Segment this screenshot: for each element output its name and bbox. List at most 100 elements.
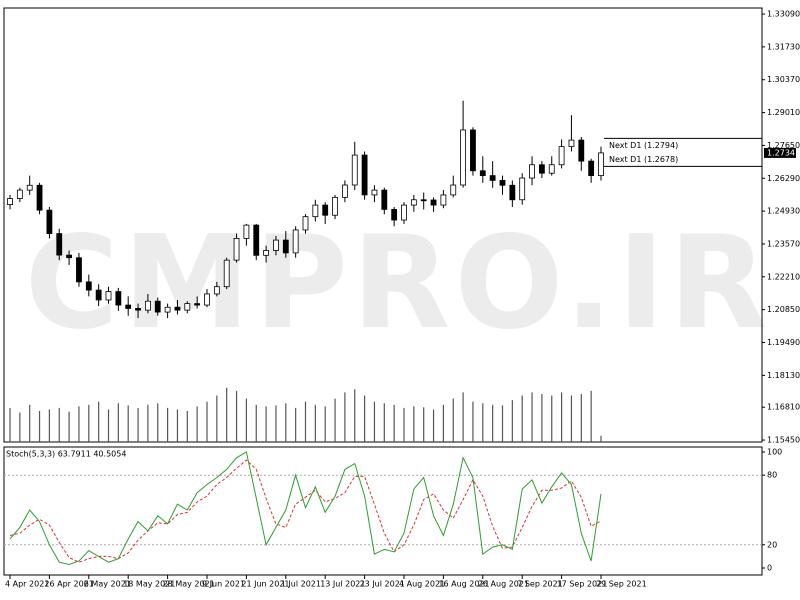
candle-body [401,204,407,221]
candle-body [450,184,457,196]
candle-body [548,164,555,174]
candle-body [204,293,210,306]
y-tick-label: 1.16810 [767,403,800,412]
candle-body [174,306,181,311]
x-tick-label: 26 Apr 2021 [44,580,93,589]
candle-body [144,300,151,311]
x-tick-label: 18 May 2021 [123,580,175,589]
candle-body [66,254,72,259]
candle-body [341,184,348,198]
x-tick-label: 4 Aug 2021 [399,580,445,589]
x-tick-label: 6 May 2021 [84,580,131,589]
candle-body [578,139,585,162]
y-tick-label: 1.33090 [767,10,800,19]
candle-body [351,154,358,186]
candle-body [519,177,526,201]
y-tick-label: 1.18130 [767,371,800,380]
candle-body [391,209,398,221]
x-tick-label: 17 Sep 2021 [557,580,608,589]
candle-body [489,175,496,181]
stochastic-title: Stoch(5,3,3) 63.7911 40.5054 [6,450,126,459]
candle-body [410,199,417,206]
candle-body [154,300,161,313]
y-tick-label: 1.29010 [767,108,800,117]
candle-body [302,216,309,231]
candle-body [36,184,43,211]
y-tick-label: 1.27650 [767,141,800,150]
candle-body [381,189,388,210]
candle-body [529,164,535,179]
current-price-badge [764,147,796,158]
candle-body [568,139,575,148]
candle-body [85,281,92,291]
x-tick-label: 16 Aug 2021 [438,580,489,589]
y-tick-label: 1.19490 [767,338,800,347]
candle-body [361,154,368,196]
y-tick-label: 1.22210 [767,272,800,281]
candle-body [312,204,319,218]
x-tick-label: 21 Jun 2021 [241,580,289,589]
candle-body [420,199,427,202]
candle-body [135,308,141,311]
candle-body [164,306,171,313]
candle-body [7,198,13,205]
candle-body [460,129,467,186]
candle-body [470,129,476,172]
x-tick-label: 29 Sep 2021 [596,580,647,589]
candle-body [46,209,53,234]
candle-body [332,196,338,216]
y-tick-label: 1.26290 [767,174,800,183]
candle-body [223,259,230,288]
stoch-k-line [9,451,602,566]
y-tick-label: 1.24930 [767,207,800,216]
candle-body [292,229,299,254]
level-label: Next D1 (1.2794) [609,141,678,150]
x-tick-label: 7 Sep 2021 [517,580,563,589]
candle-body [105,291,112,301]
current-price-label: 1.2734 [767,148,795,157]
candle-body [509,184,516,201]
x-tick-label: 13 Jul 2021 [320,580,365,589]
candle-body [322,204,329,216]
candle-body [16,189,23,199]
x-tick-label: 9 Jun 2021 [202,580,245,589]
candle-body [243,224,250,239]
candle-body [233,238,240,261]
y-tick-label: 1.15450 [767,436,800,445]
stoch-d-line [9,459,602,563]
candle-body [430,199,437,206]
y-tick-label: 1.23570 [767,239,800,248]
x-tick-label: 23 Jul 2021 [360,580,405,589]
stoch-y-tick-label: 20 [767,540,777,549]
candle-body [371,189,378,196]
x-tick-label: 4 Apr 2021 [5,580,49,589]
level-label: Next D1 (1.2678) [609,155,678,164]
candle-body [499,180,506,186]
stoch-y-tick-label: 0 [767,564,772,573]
x-tick-label: 28 May 2021 [163,580,215,589]
candle-body [194,303,201,306]
y-tick-label: 1.31730 [767,42,800,51]
candle-body [76,257,82,283]
stoch-y-tick-label: 80 [767,471,777,480]
candle-body [56,233,63,256]
x-tick-label: 1 Jul 2021 [281,580,321,589]
stoch-y-tick-label: 100 [767,448,782,457]
y-tick-label: 1.20850 [767,305,800,314]
candle-body [440,194,447,206]
candle-body [479,170,486,177]
candle-body [558,146,565,166]
candle-body [95,289,102,301]
candle-body [273,239,279,251]
candle-body [282,239,289,254]
candle-body [184,303,191,311]
candle-body [598,152,604,177]
price-pane [3,7,763,443]
candle-body [26,184,33,191]
candle-body [588,160,595,177]
candle-body [213,286,220,295]
candle-body [263,250,270,256]
